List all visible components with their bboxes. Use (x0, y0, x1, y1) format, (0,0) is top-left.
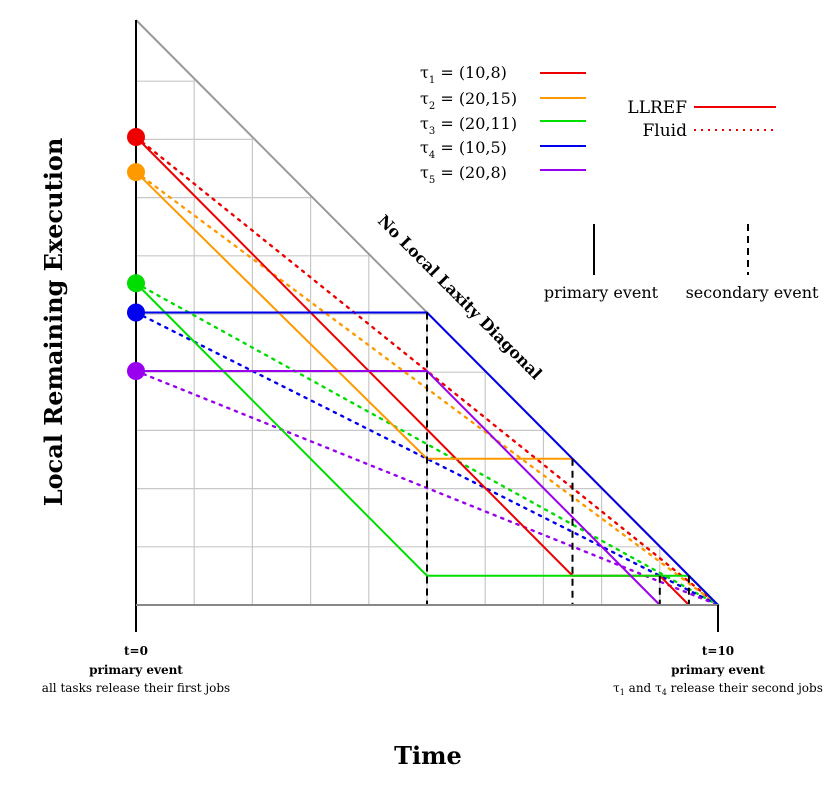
end-event-annotation: t=10 primary event τ1 and τ4 release the… (613, 644, 823, 697)
legend-task-5: τ5 = (20,8) (420, 163, 586, 186)
start-event-time: t=0 (124, 644, 148, 658)
method-legend: LLREF Fluid (627, 98, 776, 141)
svg-text:τ4 = (10,5): τ4 = (10,5) (420, 138, 507, 161)
legend-task-2: τ2 = (20,15) (420, 89, 586, 112)
secondary-event-markers (426, 312, 690, 605)
start-event-annotation: t=0 primary event all tasks release thei… (42, 644, 230, 695)
start-dot-task-3 (127, 274, 145, 293)
legend-task-3: τ3 = (20,11) (420, 114, 586, 137)
fluid-line-task-4 (134, 311, 720, 607)
legend-task-4: τ4 = (10,5) (420, 138, 586, 161)
fluid-line-task-5 (134, 369, 720, 607)
start-dot-task-4 (127, 303, 145, 322)
end-event-desc: τ1 and τ4 release their second jobs (613, 681, 823, 697)
svg-text:τ3 = (20,11): τ3 = (20,11) (420, 114, 517, 137)
y-axis-label: Local Remaining Execution (39, 138, 68, 507)
legend-llref-label: LLREF (627, 98, 687, 118)
legend-task-1: τ1 = (10,8) (420, 63, 586, 86)
start-dot-task-1 (127, 128, 145, 146)
x-axis-label: Time (394, 741, 462, 770)
end-event-kind: primary event (671, 663, 765, 677)
fluid-line-task-1 (134, 135, 720, 607)
legend-secondary-event-label: secondary event (686, 283, 819, 302)
start-dot-task-5 (127, 362, 145, 380)
task-legend: τ1 = (10,8) τ2 = (20,15) τ3 = (20,11) τ4… (420, 63, 586, 186)
diagonal-label: No Local Laxity Diagonal (374, 211, 546, 383)
end-event-time: t=10 (702, 644, 734, 658)
legend-primary-event-label: primary event (544, 283, 659, 302)
svg-text:τ2 = (20,15): τ2 = (20,15) (420, 89, 517, 112)
start-event-kind: primary event (89, 663, 183, 677)
legend-fluid-label: Fluid (642, 121, 687, 141)
svg-text:τ5 = (20,8): τ5 = (20,8) (420, 163, 507, 186)
svg-text:τ1 = (10,8): τ1 = (10,8) (420, 63, 507, 86)
event-legend: primary event secondary event (544, 224, 819, 302)
start-dot-task-2 (127, 163, 145, 182)
start-dots (127, 128, 145, 380)
start-event-desc: all tasks release their first jobs (42, 681, 230, 695)
